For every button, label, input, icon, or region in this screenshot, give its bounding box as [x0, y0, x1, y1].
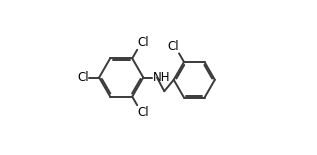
Text: NH: NH [153, 71, 170, 84]
Text: Cl: Cl [138, 36, 149, 49]
Text: Cl: Cl [167, 40, 179, 53]
Text: Cl: Cl [77, 71, 89, 84]
Text: Cl: Cl [138, 106, 149, 119]
